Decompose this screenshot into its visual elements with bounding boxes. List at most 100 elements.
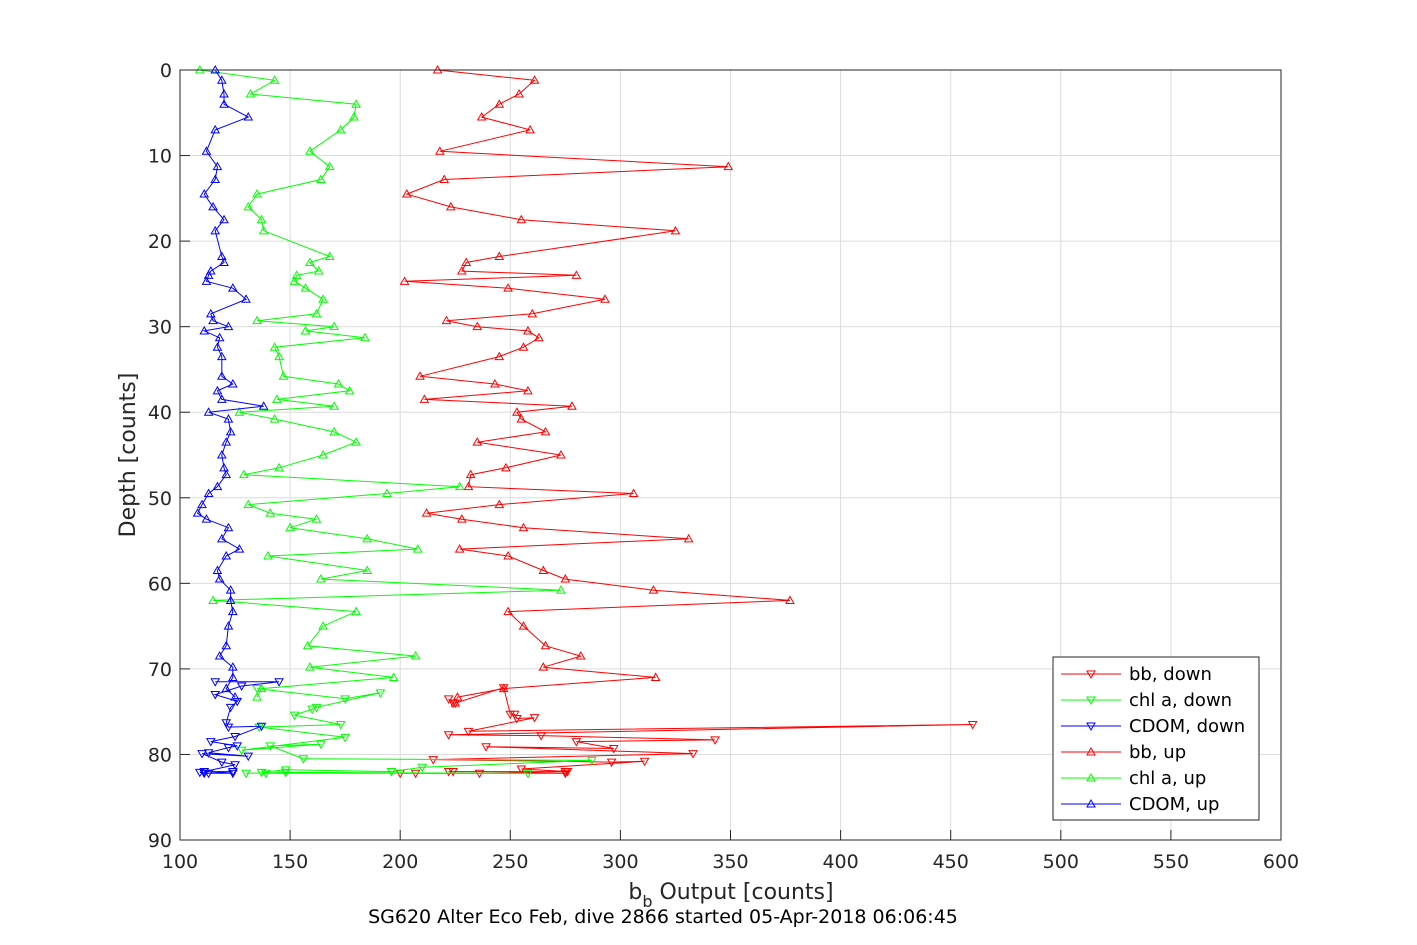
legend-box — [1052, 656, 1260, 821]
data-point-cdom-up — [214, 332, 225, 342]
y-axis-label: Depth [counts] — [116, 373, 141, 538]
data-point-cdom-down — [197, 750, 207, 759]
x-tick-label: 400 — [822, 851, 858, 873]
legend-item-bb-down: bb, down — [1061, 664, 1212, 685]
data-point-cdom-up — [214, 574, 225, 583]
legend-item-chl-a-down: chl a, down — [1061, 690, 1232, 711]
data-point-cdom-down — [205, 738, 216, 747]
data-point-bb-down — [443, 695, 454, 704]
data-point-cdom-down — [243, 752, 254, 762]
legend-label: bb, down — [1129, 664, 1212, 685]
data-point-bb-down — [967, 721, 978, 730]
data-point-bb-up — [490, 378, 500, 388]
data-point-bb-down — [710, 736, 720, 745]
data-point-bb-up — [421, 508, 432, 517]
data-point-bb-down — [516, 765, 527, 774]
data-point-chl-a-down — [298, 755, 309, 764]
data-point-cdom-up — [216, 394, 227, 403]
data-point-chl-a-up — [311, 308, 322, 318]
data-point-cdom-down — [216, 758, 227, 768]
data-point-bb-up — [419, 394, 430, 403]
data-point-bb-up — [723, 161, 734, 171]
data-point-chl-a-down — [417, 763, 428, 773]
x-tick-label: 450 — [933, 851, 969, 873]
data-point-chl-a-up — [351, 606, 362, 616]
data-point-bb-up — [494, 251, 505, 261]
data-point-bb-up — [503, 283, 513, 292]
data-point-bb-up — [434, 146, 445, 155]
data-point-cdom-up — [212, 565, 223, 574]
data-point-cdom-up — [212, 342, 223, 351]
series-cdom-up — [192, 64, 269, 701]
legend-swatch-marker — [1086, 696, 1096, 706]
data-point-chl-a-down — [340, 733, 351, 743]
data-point-cdom-up — [216, 351, 227, 361]
data-point-cdom-up — [208, 315, 218, 325]
y-tick-label: 50 — [148, 488, 172, 510]
data-point-bb-up — [501, 462, 511, 472]
data-point-cdom-down — [199, 769, 210, 779]
data-point-chl-a-down — [375, 689, 386, 698]
data-point-cdom-up — [201, 514, 212, 523]
data-point-chl-a-up — [351, 99, 362, 108]
data-point-cdom-down — [256, 722, 267, 732]
data-point-bb-up — [401, 189, 412, 198]
data-point-cdom-up — [210, 124, 221, 134]
data-point-chl-a-up — [302, 640, 313, 650]
data-point-cdom-down — [203, 749, 214, 758]
data-point-cdom-up — [212, 385, 223, 395]
data-point-chl-a-up — [289, 276, 300, 285]
data-point-chl-a-up — [263, 550, 273, 560]
data-point-cdom-up — [227, 283, 238, 292]
legend-label: CDOM, down — [1129, 716, 1245, 737]
data-point-bb-up — [514, 88, 524, 98]
y-tick-label: 40 — [148, 402, 172, 424]
data-point-bb-up — [399, 276, 410, 285]
x-tick-label: 550 — [1153, 851, 1189, 873]
legend-swatch-marker — [1086, 798, 1096, 808]
data-point-bb-up — [456, 266, 467, 275]
data-point-bb-up — [516, 214, 527, 224]
data-point-bb-up — [439, 174, 450, 184]
data-point-chl-a-up — [278, 371, 289, 380]
data-point-chl-a-up — [324, 251, 335, 261]
data-point-cdom-up — [225, 585, 236, 594]
data-point-cdom-down — [230, 761, 240, 770]
data-point-chl-a-up — [256, 683, 267, 693]
data-point-cdom-up — [219, 462, 229, 472]
data-point-chl-a-up — [291, 270, 302, 279]
series-chl-a-down — [236, 685, 597, 779]
data-point-bb-up — [670, 225, 681, 235]
data-point-bb-up — [527, 308, 538, 318]
data-point-cdom-down — [221, 719, 232, 728]
legend-item-bb-up: bb, up — [1061, 742, 1186, 763]
data-point-cdom-up — [221, 683, 232, 693]
data-point-bb-up — [472, 321, 483, 331]
data-point-cdom-up — [219, 214, 229, 224]
legend-swatch-marker — [1086, 746, 1096, 756]
data-point-bb-up — [538, 662, 549, 671]
data-point-chl-a-up — [269, 342, 280, 351]
data-point-bb-up — [494, 351, 505, 361]
data-point-chl-a-up — [311, 514, 322, 523]
data-point-chl-a-down — [241, 769, 251, 779]
data-point-chl-a-up — [265, 508, 276, 517]
data-point-chl-a-up — [305, 146, 315, 155]
data-point-chl-a-up — [274, 351, 284, 361]
data-point-cdom-up — [223, 321, 234, 331]
data-point-bb-up — [518, 342, 529, 351]
data-point-cdom-up — [214, 651, 225, 660]
data-point-cdom-down — [230, 732, 240, 742]
data-point-cdom-down — [225, 703, 236, 713]
data-point-cdom-up — [258, 401, 269, 410]
data-point-cdom-up — [203, 488, 214, 497]
data-point-chl-a-up — [305, 257, 315, 266]
data-point-cdom-down — [210, 678, 221, 687]
y-tick-label: 10 — [148, 146, 172, 168]
data-point-bb-up — [463, 481, 474, 491]
data-point-cdom-up — [227, 606, 238, 616]
x-axis-label-main: b — [628, 880, 642, 905]
series-bb-up — [399, 64, 795, 707]
data-point-chl-a-up — [243, 499, 254, 509]
